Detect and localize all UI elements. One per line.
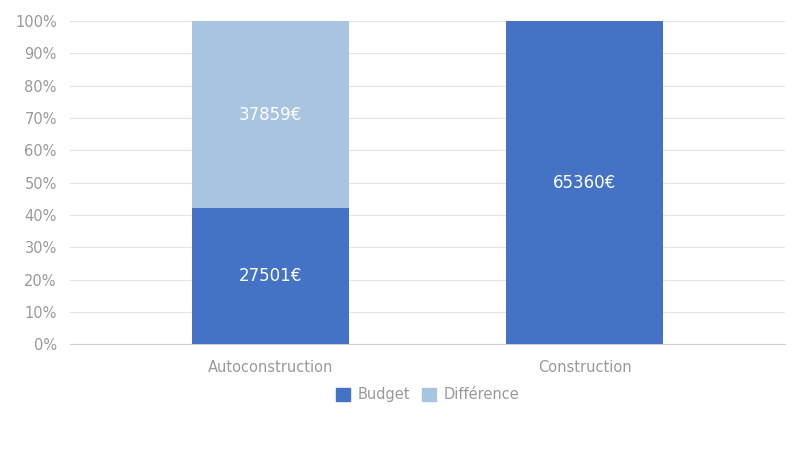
Text: 37859€: 37859€	[238, 106, 302, 124]
Legend: Budget, Différence: Budget, Différence	[330, 381, 525, 408]
Text: 27501€: 27501€	[238, 267, 302, 285]
Text: 65360€: 65360€	[553, 174, 617, 192]
Bar	[506, 21, 663, 344]
Bar	[191, 208, 349, 344]
Bar	[191, 21, 349, 208]
